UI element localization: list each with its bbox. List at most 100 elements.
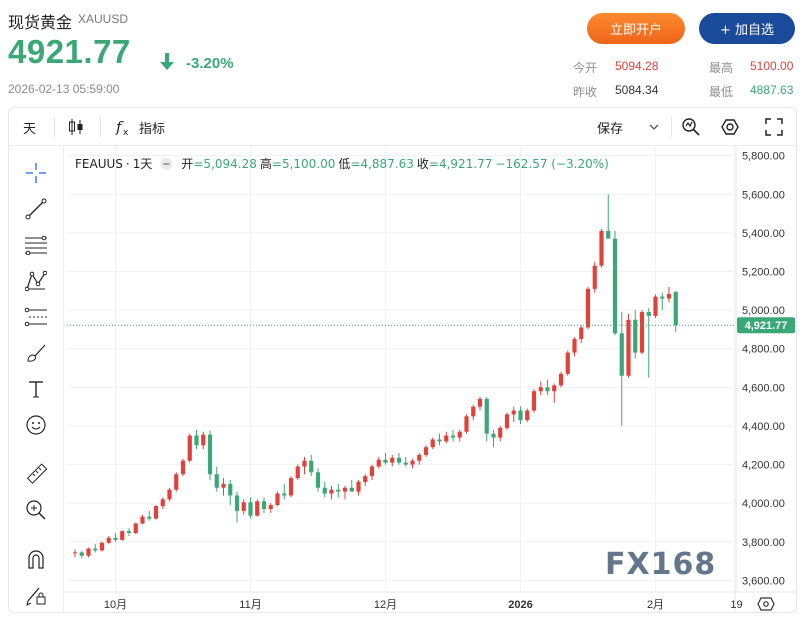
- candle-body: [282, 493, 287, 496]
- candle-body: [349, 487, 354, 492]
- candle-body: [666, 293, 672, 299]
- candle-body: [531, 391, 537, 411]
- candle-body: [201, 434, 206, 446]
- candle-body: [133, 523, 138, 534]
- indicators-button[interactable]: 指标: [139, 121, 166, 137]
- legend-open-value: =5,094.28: [193, 157, 257, 171]
- legend-close-value: =4,921.77: [429, 157, 493, 171]
- down-arrow-icon: [160, 53, 174, 70]
- candle-body: [106, 537, 111, 543]
- x-tick-label: 11月: [239, 599, 261, 611]
- emoji-icon[interactable]: [23, 412, 49, 438]
- legend-dot: ·: [126, 157, 130, 171]
- candle-body: [673, 291, 678, 326]
- trend-line-icon[interactable]: [23, 196, 49, 222]
- page-title: 现货黄金: [8, 13, 73, 32]
- candle-body: [72, 552, 78, 554]
- candle-body: [538, 387, 543, 392]
- candle-body: [626, 319, 631, 376]
- y-tick-label: 5,800.00: [742, 151, 785, 163]
- candle-body: [369, 466, 375, 477]
- candle-body: [491, 433, 496, 438]
- fullscreen-icon[interactable]: [765, 108, 783, 146]
- candle-body: [477, 398, 483, 407]
- y-tick-label: 5,000.00: [742, 305, 785, 317]
- candle-body: [437, 439, 442, 442]
- brush-icon[interactable]: [23, 340, 49, 366]
- magnet-icon[interactable]: [23, 546, 49, 572]
- high-label: 最高: [709, 61, 734, 75]
- crosshair-icon[interactable]: [23, 160, 49, 186]
- candle-body: [207, 434, 213, 475]
- candle-body: [248, 502, 253, 516]
- gear-icon: [757, 597, 775, 611]
- legend-low-label: 低: [338, 157, 350, 171]
- candle-body: [518, 410, 523, 421]
- candle-body: [79, 552, 84, 556]
- y-tick-label: 4,600.00: [742, 382, 785, 394]
- legend-close-label: 收: [417, 157, 429, 171]
- open-value: 5094.28: [615, 59, 659, 73]
- lock-pencil-icon[interactable]: [23, 582, 49, 608]
- chevron-down-icon[interactable]: [649, 108, 659, 146]
- last-price: 4921.77: [8, 33, 131, 70]
- candle-body: [322, 487, 327, 494]
- price-chart[interactable]: 5,800.00 5,600.00 5,400.00 5,200.00 5,000.00…: [65, 146, 797, 613]
- save-button[interactable]: 保存: [597, 121, 624, 137]
- candle-body: [261, 501, 267, 509]
- candles-icon[interactable]: [67, 108, 85, 146]
- candle-body: [599, 230, 604, 266]
- candle-body: [93, 548, 98, 551]
- candle-body: [639, 312, 645, 353]
- projection-icon[interactable]: [23, 304, 49, 330]
- candle-body: [147, 516, 152, 519]
- y-tick-label: 4,000.00: [742, 498, 785, 510]
- candle-body: [120, 531, 125, 540]
- pattern-icon[interactable]: [23, 268, 49, 294]
- candle-body: [430, 439, 435, 448]
- ruler-icon[interactable]: [23, 461, 49, 487]
- candle-body: [396, 457, 402, 463]
- zoom-in-icon[interactable]: [23, 497, 49, 523]
- candle-body: [410, 460, 415, 465]
- fib-icon[interactable]: [23, 232, 49, 258]
- candle-body: [302, 460, 307, 467]
- candle-body: [255, 501, 260, 516]
- y-tick-label: 5,200.00: [742, 266, 785, 278]
- add-watchlist-button[interactable]: + 加自选: [699, 13, 795, 44]
- settings-icon[interactable]: [720, 108, 740, 146]
- candle-body: [464, 416, 469, 432]
- last-price-tag: [737, 317, 795, 334]
- last-price-label: 4,921.77: [745, 320, 788, 332]
- candle-body: [558, 373, 564, 386]
- legend-change: −162.57 (−3.20%): [495, 157, 608, 171]
- candle-body: [180, 460, 186, 475]
- legend-symbol: FEAUUS: [75, 157, 123, 171]
- x-tick-label: 19: [730, 599, 742, 611]
- candle-body: [160, 499, 165, 507]
- legend-open-label: 开: [181, 157, 193, 171]
- legend-interval: 1天: [133, 157, 153, 171]
- candle-body: [457, 431, 462, 438]
- candle-body: [660, 296, 665, 299]
- candle-body: [194, 435, 199, 446]
- candle-body: [228, 483, 233, 496]
- prev-close-label: 昨收: [573, 85, 598, 99]
- text-icon[interactable]: [23, 376, 49, 402]
- interval-button[interactable]: 天: [23, 121, 37, 137]
- candle-body: [113, 537, 118, 540]
- candle-body: [484, 398, 489, 434]
- candle-body: [356, 481, 361, 492]
- y-tick-label: 3,600.00: [742, 575, 785, 587]
- candle-body: [214, 474, 219, 488]
- candle-body: [403, 462, 408, 465]
- candle-body: [471, 406, 476, 417]
- high-value: 5100.00: [750, 59, 794, 73]
- candle-body: [86, 548, 91, 556]
- candle-body: [383, 459, 388, 463]
- alert-icon[interactable]: [681, 108, 701, 146]
- open-account-button[interactable]: 立即开户: [587, 13, 685, 44]
- candle-body: [572, 339, 577, 353]
- candle-body: [140, 516, 145, 524]
